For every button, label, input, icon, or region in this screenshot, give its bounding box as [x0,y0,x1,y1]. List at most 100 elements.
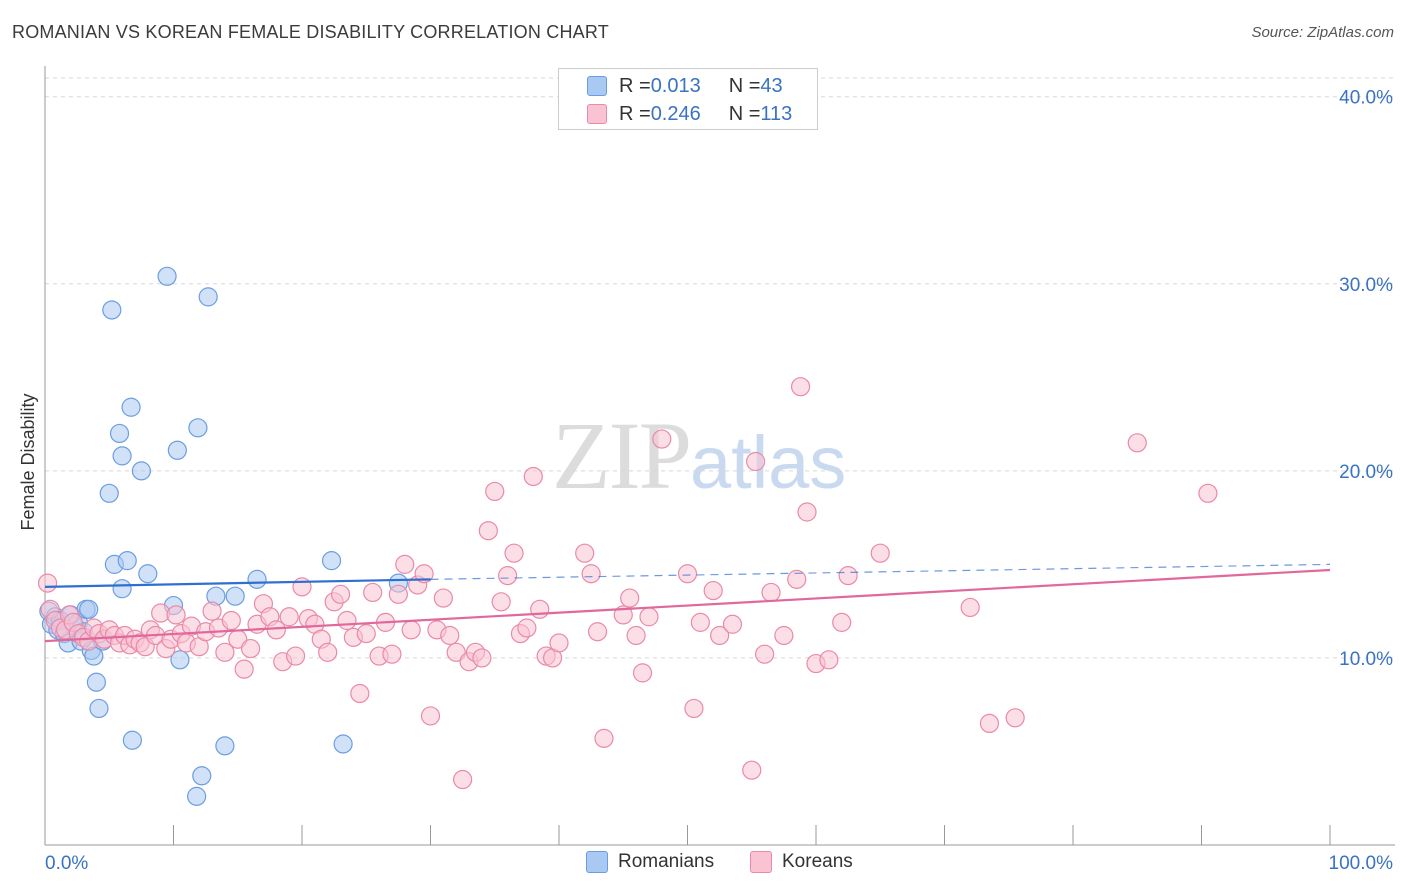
legend-label-koreans: Koreans [782,851,853,872]
data-point [202,601,222,621]
data-point [581,564,601,584]
data-point [167,440,187,460]
r-label: R = [619,74,651,97]
data-point [215,736,235,756]
data-point [1127,433,1147,453]
data-point [819,650,839,670]
r-value: 0.246 [650,102,701,125]
data-point [102,300,122,320]
data-point [121,397,141,417]
data-point [710,625,730,646]
x-tick-label: 100.0% [1329,853,1394,874]
data-point [225,586,245,606]
n-label: N = [728,74,761,97]
data-point [192,766,212,786]
trendline-koreans [44,568,1331,643]
data-point [684,698,704,719]
data-point [356,624,376,644]
r-label: R = [619,102,651,125]
data-point [117,551,137,571]
y-tick-label: 30.0% [1339,275,1393,296]
data-point [485,481,505,502]
data-point [575,543,595,563]
data-point [350,683,370,704]
data-point [131,461,151,481]
data-point [446,642,466,662]
koreans-legend-swatch [750,851,772,873]
data-point [754,644,775,664]
data-point [1005,708,1025,728]
data-point [337,610,357,631]
data-point [170,650,190,670]
data-point [112,579,132,599]
legend-item-romanians[interactable]: Romanians [586,851,714,873]
data-point [517,618,537,638]
data-point [790,377,811,397]
data-point [187,786,207,806]
trendline-romanians-extension [430,563,1331,580]
data-point [620,588,640,608]
data-point [247,569,267,589]
n-value: 43 [760,74,783,97]
data-point [498,566,518,586]
data-point [742,760,762,780]
data-point [746,451,766,472]
data-point [549,633,569,653]
data-point [382,644,402,664]
data-point [979,713,1000,734]
data-point [395,554,415,574]
y-tick-label: 20.0% [1339,462,1393,483]
data-point [632,663,653,683]
data-point [838,566,858,586]
data-point [797,502,817,522]
data-point [330,584,351,604]
romanians-swatch [587,76,607,96]
data-point [321,551,342,571]
data-point [198,287,218,307]
n-value: 113 [760,102,793,125]
data-point [594,728,614,748]
data-point [677,564,698,584]
data-point [333,734,353,754]
legend-label-romanians: Romanians [618,851,715,872]
data-point [89,698,109,719]
data-point [86,672,107,692]
legend-item-koreans[interactable]: Koreans [750,851,853,873]
data-point [99,483,119,503]
data-point [774,625,794,646]
y-tick-label: 40.0% [1339,88,1393,109]
data-point [453,769,473,790]
data-point [639,607,659,627]
data-point [1198,483,1218,503]
n-label: N = [728,102,761,125]
data-point [112,446,132,466]
data-point [960,597,980,618]
data-point [363,582,383,603]
data-point [478,521,498,541]
stats-row-koreans: R = 0.246 N = 113 [559,100,792,128]
data-point [761,582,781,603]
y-axis-label: Female Disability [18,393,38,530]
data-point [401,620,421,640]
source-label: Source: ZipAtlas.com [1251,24,1394,41]
r-value: 0.013 [650,74,701,97]
data-point [832,612,852,632]
data-point [285,646,306,666]
data-point [138,564,158,584]
stats-row-romanians: R = 0.013 N = 43 [559,72,783,100]
data-point [870,543,890,563]
data-point [388,584,408,604]
data-point [292,577,312,597]
data-point [37,573,58,593]
stats-legend: R = 0.013 N = 43 R = 0.246 N = 113 [558,68,818,130]
koreans-swatch [587,104,607,124]
series-legend: Romanians Koreans [0,851,1406,879]
data-point [703,580,723,601]
data-point [433,588,453,608]
data-point [188,418,208,438]
data-point [587,622,608,642]
data-point [504,543,524,563]
data-point [318,642,338,662]
data-point [523,466,543,487]
